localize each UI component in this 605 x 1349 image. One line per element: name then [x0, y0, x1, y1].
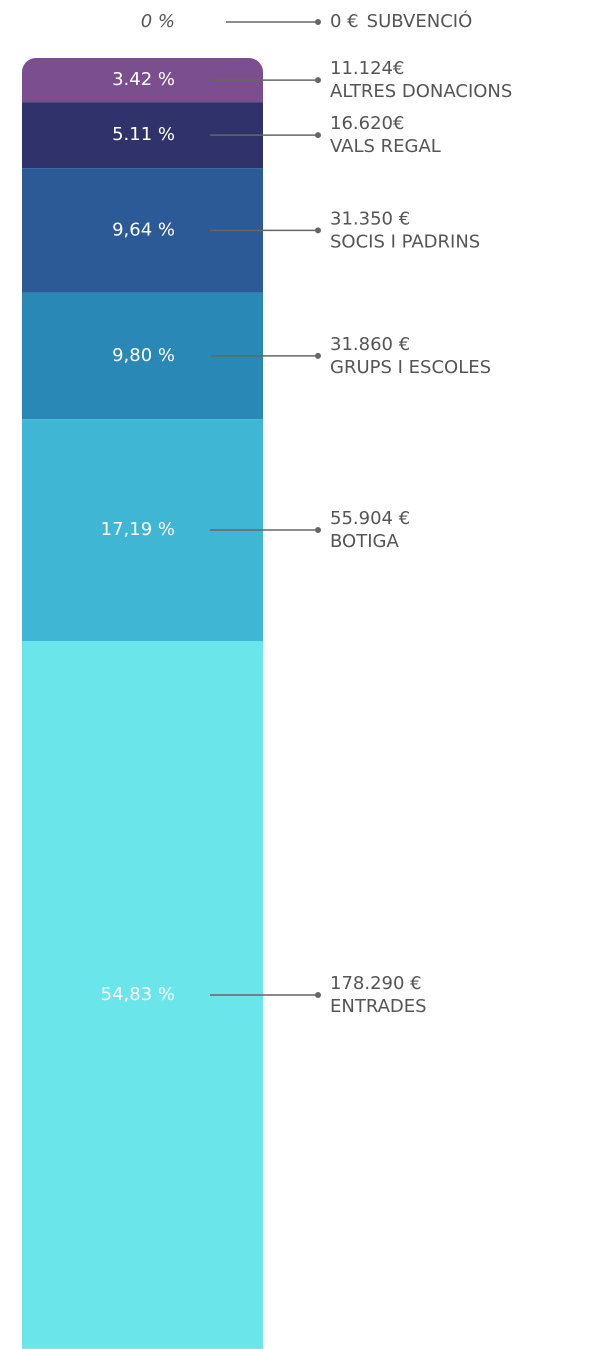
percent-label: 0 % — [141, 11, 175, 32]
category-label: BOTIGA — [330, 531, 399, 552]
leader-dot — [315, 352, 321, 359]
bar-group — [22, 58, 263, 1349]
percent-label: 17,19 % — [101, 519, 175, 540]
leader-dot — [315, 132, 321, 139]
amount-label: 31.350 € — [330, 208, 410, 229]
amount-label: 31.860 € — [330, 334, 410, 355]
percent-label: 9,80 % — [112, 345, 175, 366]
leader-dot — [315, 527, 321, 534]
percent-label: 54,83 % — [101, 984, 175, 1005]
category-label: SUBVENCIÓ — [367, 10, 473, 32]
amount-label: 55.904 € — [330, 508, 410, 529]
leader-dot — [315, 227, 321, 234]
category-label: ALTRES DONACIONS — [330, 81, 512, 102]
category-label: ENTRADES — [330, 996, 427, 1017]
leader-dot — [315, 19, 321, 25]
category-label: SOCIS I PADRINS — [330, 231, 480, 252]
amount-label: 16.620€ — [330, 113, 404, 134]
leader-dot — [315, 991, 321, 998]
leader-dot — [315, 77, 321, 84]
category-label: VALS REGAL — [330, 136, 441, 157]
percent-label: 5.11 % — [112, 124, 175, 145]
percent-label: 9,64 % — [112, 219, 175, 240]
percent-label: 3.42 % — [112, 69, 175, 90]
amount-label: 178.290 € — [330, 973, 422, 994]
amount-label: 11.124€ — [330, 58, 404, 79]
amount-label: 0 € — [330, 11, 359, 32]
category-label: GRUPS I ESCOLES — [330, 357, 491, 378]
